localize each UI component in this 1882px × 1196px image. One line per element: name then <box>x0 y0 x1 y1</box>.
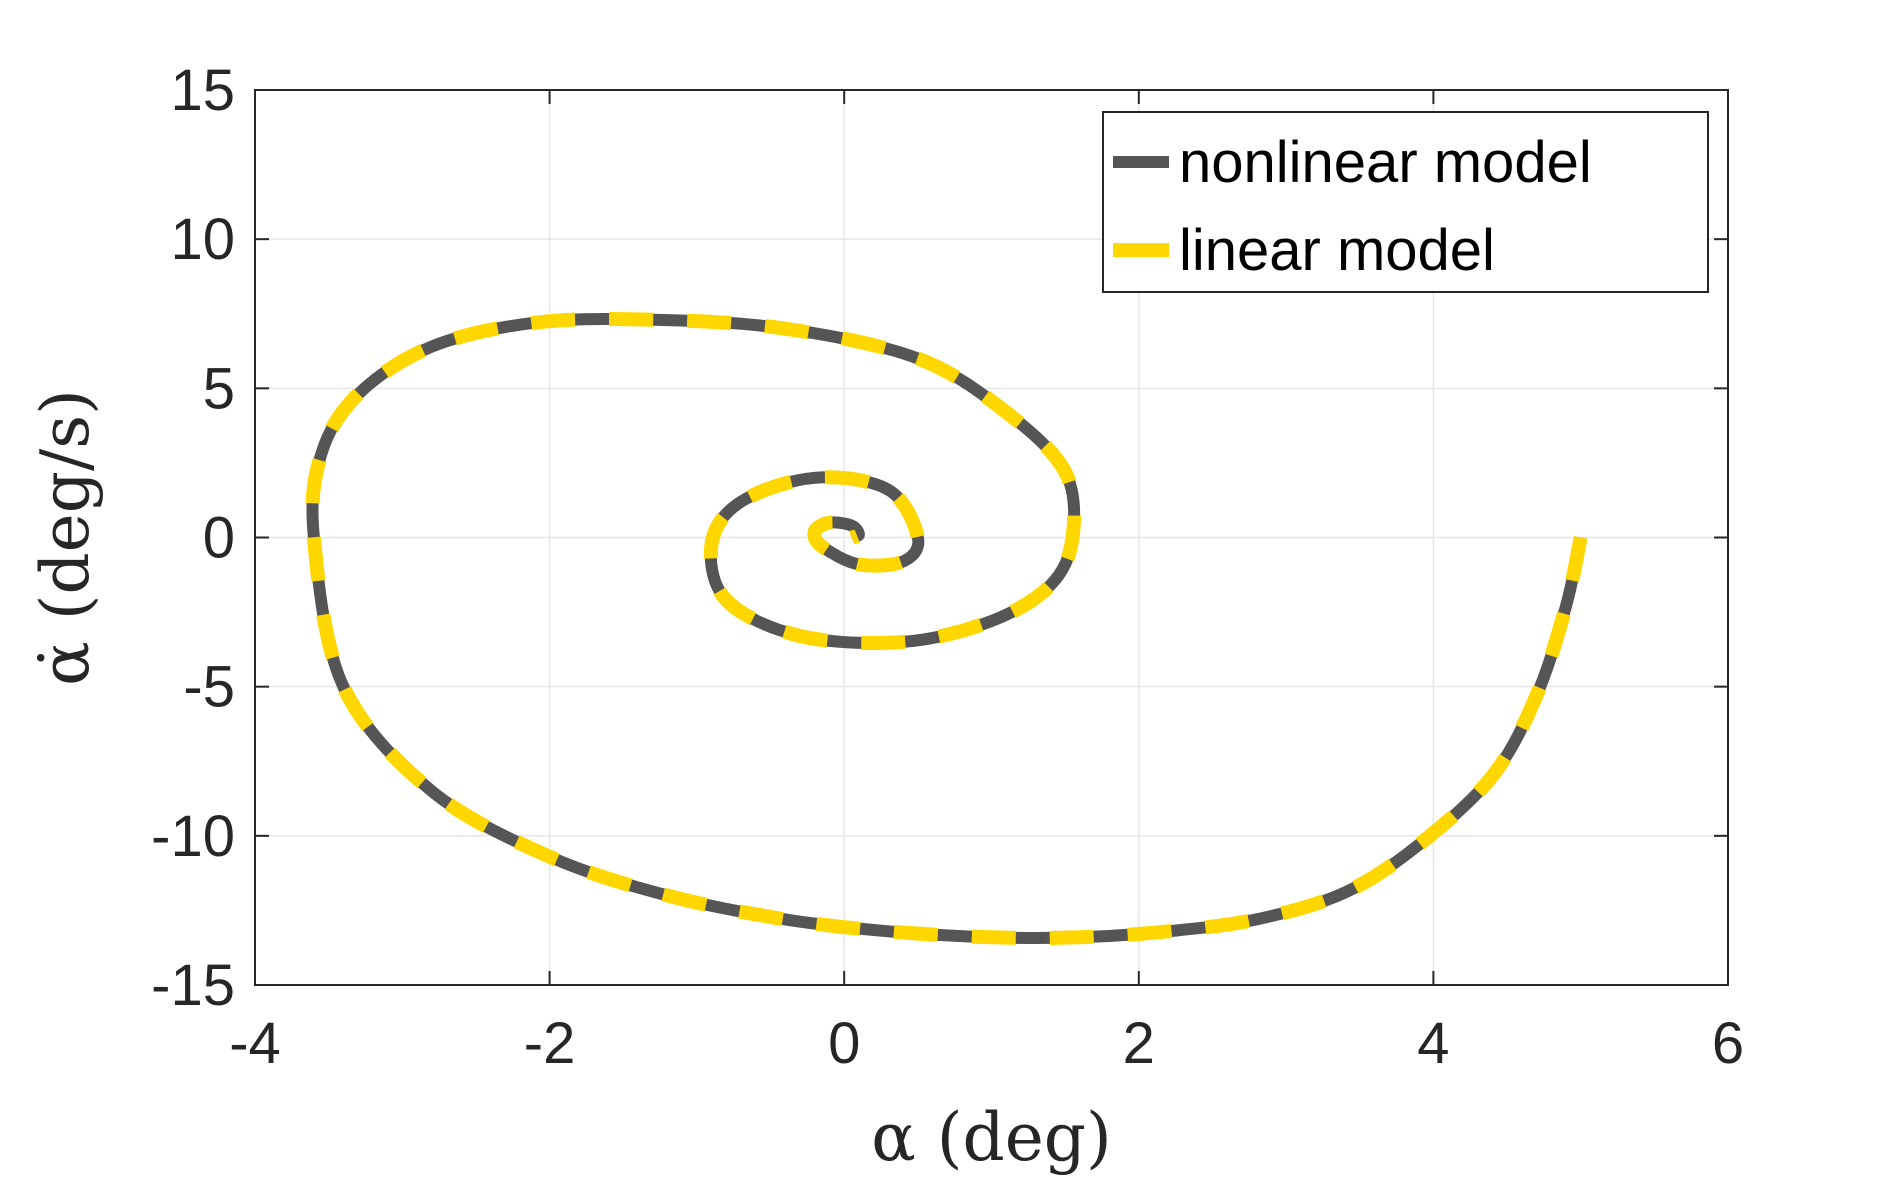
series-layer <box>305 312 1588 946</box>
y-tick-label: -5 <box>183 655 235 720</box>
x-tick-label: -4 <box>229 1011 281 1076</box>
x-tick-label: 4 <box>1417 1011 1449 1076</box>
y-tick-label: -15 <box>151 953 235 1018</box>
x-tick-label: 2 <box>1123 1011 1155 1076</box>
tick-labels: -4 -2 0 2 4 6 -15 -10 -5 0 5 10 15 <box>151 58 1744 1076</box>
y-tick-label: 15 <box>170 58 235 123</box>
series-line-linear <box>305 312 1588 946</box>
y-axis-label: α̇ (deg/s) <box>27 389 104 686</box>
x-tick-label: 6 <box>1712 1011 1744 1076</box>
x-tick-label: 0 <box>828 1011 860 1076</box>
legend: nonlinear model linear model <box>1102 111 1709 293</box>
ticks <box>254 89 1729 986</box>
legend-label-linear: linear model <box>1179 218 1495 283</box>
y-tick-label: -10 <box>151 804 235 869</box>
y-tick-label: 0 <box>203 506 235 571</box>
x-tick-label: -2 <box>524 1011 576 1076</box>
x-axis-label: α (deg) <box>871 1099 1112 1176</box>
legend-box <box>1102 111 1709 293</box>
y-tick-label: 5 <box>203 356 235 421</box>
y-tick-label: 10 <box>170 207 235 272</box>
legend-label-nonlinear: nonlinear model <box>1179 130 1592 195</box>
